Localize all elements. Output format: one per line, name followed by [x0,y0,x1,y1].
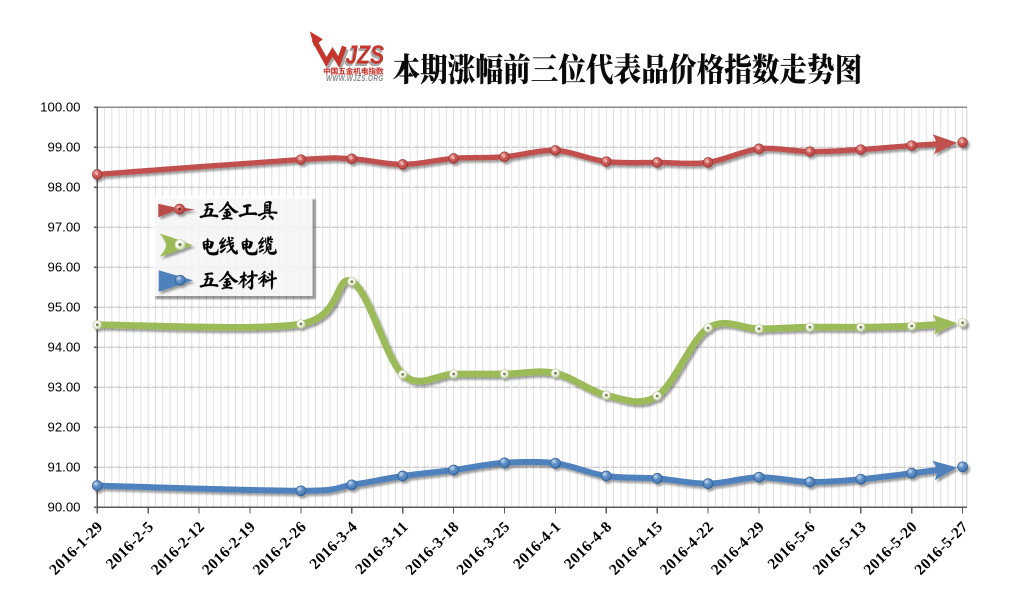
svg-text:96.00: 96.00 [47,259,80,274]
svg-text:100.00: 100.00 [40,99,80,114]
svg-text:94.00: 94.00 [47,339,80,354]
svg-text:95.00: 95.00 [47,299,80,314]
svg-text:91.00: 91.00 [47,459,80,474]
svg-text:98.00: 98.00 [47,179,80,194]
svg-text:97.00: 97.00 [47,219,80,234]
svg-text:93.00: 93.00 [47,379,80,394]
svg-text:92.00: 92.00 [47,419,80,434]
svg-text:JZS: JZS [344,43,383,71]
svg-text:WWW.WJZS.ORG: WWW.WJZS.ORG [326,75,384,84]
svg-text:JZS: JZS [346,41,385,69]
svg-text:99.00: 99.00 [47,139,80,154]
svg-text:90.00: 90.00 [47,499,80,514]
